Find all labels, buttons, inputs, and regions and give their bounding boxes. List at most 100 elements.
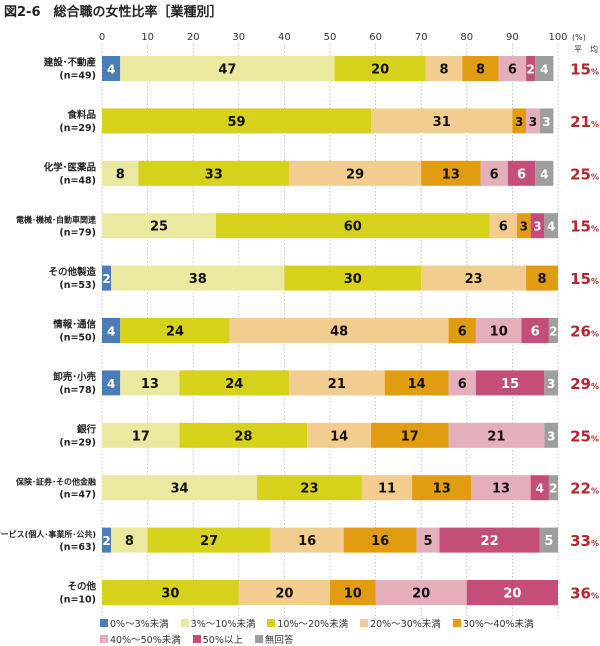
bar-segment (330, 580, 376, 605)
bar-segment (521, 318, 549, 343)
data-label: 2 (102, 534, 110, 548)
data-label: 16 (298, 534, 316, 549)
data-label: 2 (102, 272, 110, 286)
data-label: 34 (170, 482, 188, 497)
bar-segment (102, 370, 121, 396)
avg-value: 25% (570, 427, 599, 445)
bar-segment (530, 213, 545, 239)
data-label: 5 (424, 534, 433, 549)
data-label: 4 (540, 63, 548, 77)
bar-segment (421, 265, 527, 291)
bar-segment (507, 160, 536, 186)
legend-label: 20%～30%未満 (370, 619, 441, 630)
x-tick-label: 60 (369, 32, 382, 43)
x-tick-label: 10 (141, 32, 154, 43)
bar-segment (179, 422, 308, 448)
legend-label: 40%～50%未満 (110, 635, 181, 646)
data-label: 6 (508, 63, 517, 78)
legend-swatch (360, 619, 369, 627)
data-label: 13 (433, 482, 451, 497)
avg-percent-sign: % (591, 382, 599, 391)
bar-segment (539, 108, 554, 134)
bar-segment (471, 475, 531, 501)
x-unit-label: (%) (572, 33, 586, 42)
bar-segment (425, 56, 463, 81)
avg-number: 15 (570, 270, 591, 288)
data-label: 23 (300, 482, 318, 497)
data-label: 31 (433, 115, 451, 130)
bar-segment (102, 318, 121, 343)
category-n: (n=49) (59, 71, 96, 82)
legend-swatch (180, 619, 189, 627)
category-n: (n=10) (59, 595, 96, 606)
avg-percent-sign: % (591, 172, 599, 181)
data-label: 20 (371, 63, 389, 78)
data-label: 2 (549, 482, 557, 496)
data-label: 11 (378, 482, 396, 497)
bar-segment (284, 265, 422, 291)
x-tick-label: 30 (232, 32, 245, 43)
bar-segment (516, 213, 531, 239)
category-n: (n=29) (59, 123, 96, 134)
category-label: 化学･医薬品 (44, 161, 96, 173)
bar-segment (530, 475, 549, 501)
avg-value: 36% (570, 585, 599, 603)
data-label: 30 (161, 587, 179, 602)
category-label: その他 (67, 581, 96, 593)
data-label: 2 (526, 63, 534, 77)
bar-segment (238, 580, 330, 605)
data-label: 25 (150, 220, 168, 235)
category-label: 銀行 (77, 423, 97, 435)
data-label: 15 (501, 377, 519, 392)
data-label: 6 (458, 377, 467, 392)
legend-swatch (254, 635, 263, 643)
bar-segment (475, 318, 522, 343)
category-label: 保険･証券･その他金融 (15, 477, 96, 487)
data-label: 14 (330, 429, 348, 444)
legend-item: 無回答 (254, 632, 293, 646)
data-label: 20 (275, 587, 293, 602)
avg-percent-sign: % (591, 120, 599, 129)
bar-segment (120, 370, 180, 396)
data-label: 8 (125, 534, 134, 549)
data-label: 20 (503, 587, 521, 602)
category-label: 食料品 (66, 109, 96, 121)
avg-number: 36 (570, 585, 591, 603)
category-n: (n=79) (59, 228, 96, 239)
bar-segment (384, 370, 449, 396)
legend-label: 0%～3%未満 (110, 619, 169, 630)
data-label: 6 (517, 167, 526, 182)
bar-segment (439, 527, 540, 553)
data-label: 3 (533, 220, 541, 234)
bar-segment (416, 527, 440, 553)
data-label: 4 (536, 482, 544, 496)
data-label: 4 (547, 220, 555, 234)
category-label: サービス(個人･事業所･公共) (0, 529, 96, 539)
avg-header: 平 均 (574, 44, 598, 54)
bar-segment (361, 475, 413, 501)
legend-label: 30%～40%未満 (462, 619, 534, 630)
bar-segment (544, 370, 558, 396)
legend-row-2: 40%～50%未満 50%以上 無回答 (100, 632, 305, 646)
bar-segment (120, 56, 335, 81)
data-label: 3 (547, 377, 555, 391)
category-label: 電機･機械･自動車関連 (16, 215, 97, 225)
avg-value: 15% (570, 61, 599, 79)
category-n: (n=63) (59, 542, 96, 553)
data-label: 2 (549, 325, 557, 339)
bar-segment (120, 318, 230, 343)
x-tick-label: 50 (324, 32, 337, 43)
bar-segment (448, 370, 476, 396)
avg-number: 33 (570, 532, 591, 550)
legend-item: 40%～50%未満 (100, 632, 181, 646)
bar-segment (544, 422, 558, 448)
data-label: 33 (205, 167, 223, 182)
x-tick-label: 20 (187, 32, 200, 43)
legend-item: 30%～40%未満 (452, 616, 534, 630)
bar-segment (111, 527, 148, 553)
bar-segment (216, 213, 490, 239)
bar-segment (257, 475, 362, 501)
data-label: 24 (166, 325, 184, 340)
data-label: 22 (481, 534, 499, 549)
data-label: 23 (465, 272, 483, 287)
